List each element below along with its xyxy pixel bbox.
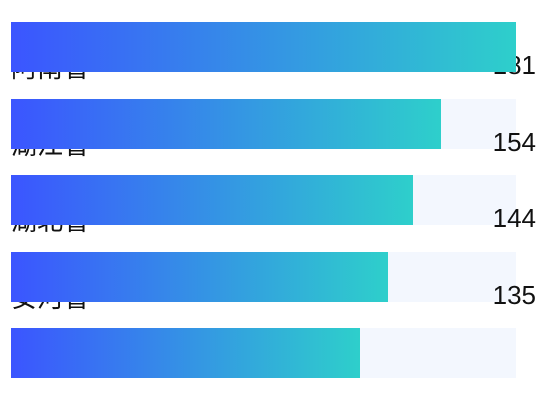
- bar: [11, 328, 360, 378]
- value-label: 135: [492, 279, 536, 310]
- bar: [11, 98, 441, 149]
- bar: [11, 251, 388, 302]
- bar: [11, 22, 516, 72]
- bar: [11, 175, 413, 225]
- value-label: 154: [492, 126, 536, 157]
- value-label: 144: [492, 203, 536, 233]
